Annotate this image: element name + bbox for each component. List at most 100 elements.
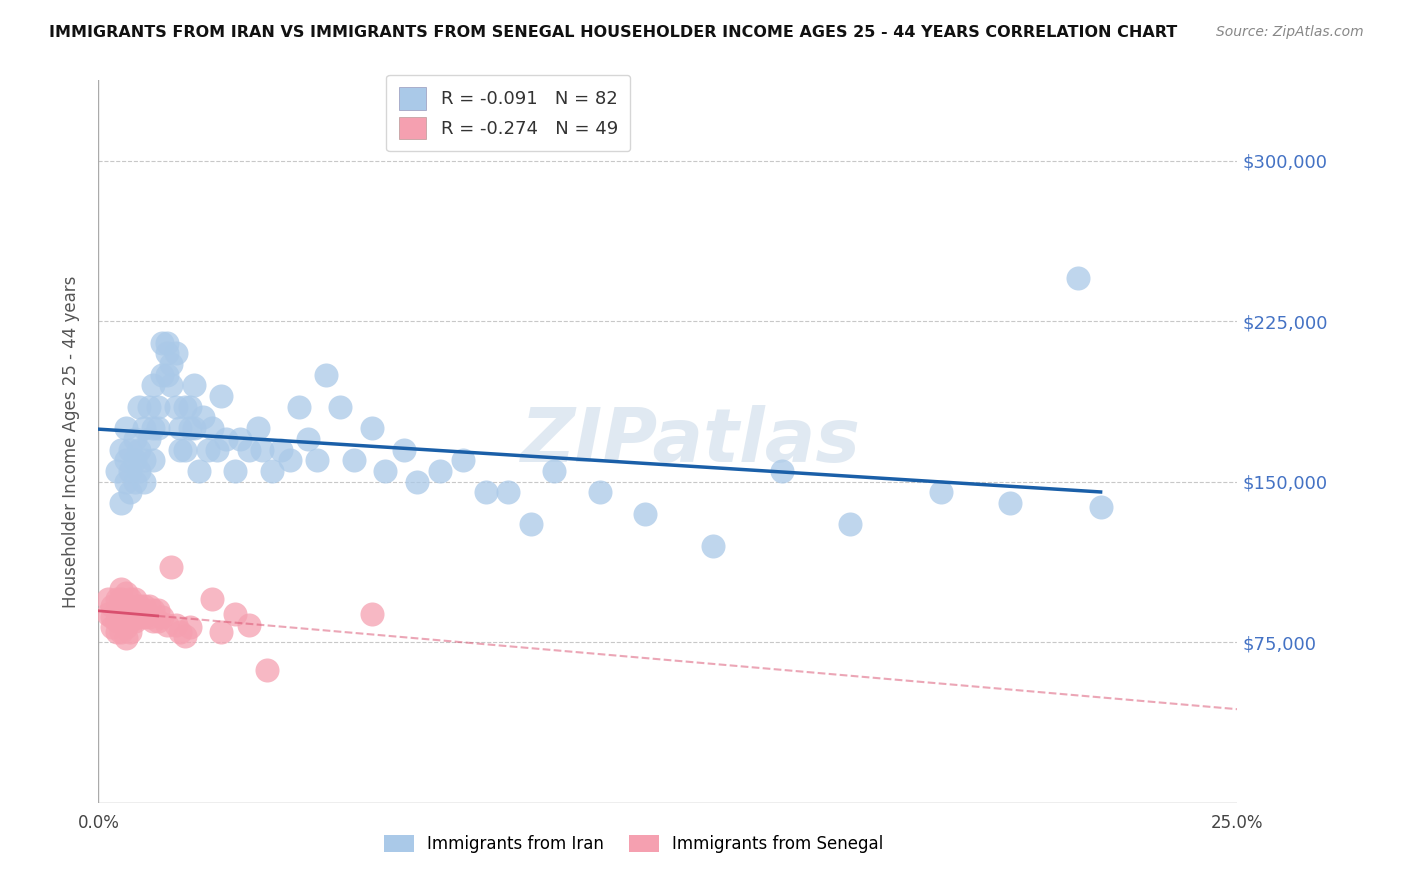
Point	[209, 624, 232, 639]
Point	[165, 618, 187, 632]
Point	[124, 592, 146, 607]
Point	[520, 517, 543, 532]
Point	[114, 597, 136, 611]
Point	[205, 442, 228, 457]
Point	[224, 464, 246, 478]
Point	[297, 432, 319, 446]
Point	[114, 631, 136, 645]
Point	[132, 609, 155, 624]
Point	[252, 442, 274, 457]
Point	[201, 592, 224, 607]
Point	[174, 442, 197, 457]
Point	[165, 346, 187, 360]
Point	[110, 582, 132, 596]
Point	[183, 421, 205, 435]
Point	[201, 421, 224, 435]
Point	[110, 614, 132, 628]
Point	[110, 624, 132, 639]
Point	[114, 620, 136, 634]
Point	[120, 624, 142, 639]
Point	[96, 592, 118, 607]
Point	[114, 475, 136, 489]
Point	[315, 368, 337, 382]
Point	[114, 453, 136, 467]
Legend: Immigrants from Iran, Immigrants from Senegal: Immigrants from Iran, Immigrants from Se…	[377, 828, 890, 860]
Point	[246, 421, 269, 435]
Point	[224, 607, 246, 622]
Point	[238, 442, 260, 457]
Point	[128, 464, 150, 478]
Point	[101, 599, 124, 613]
Point	[174, 400, 197, 414]
Point	[360, 421, 382, 435]
Point	[342, 453, 364, 467]
Point	[105, 592, 128, 607]
Point	[165, 400, 187, 414]
Point	[929, 485, 952, 500]
Point	[156, 368, 179, 382]
Point	[160, 357, 183, 371]
Point	[169, 624, 191, 639]
Point	[146, 614, 169, 628]
Point	[142, 378, 165, 392]
Point	[101, 620, 124, 634]
Point	[146, 400, 169, 414]
Point	[114, 421, 136, 435]
Point	[120, 614, 142, 628]
Point	[156, 346, 179, 360]
Point	[498, 485, 520, 500]
Point	[160, 560, 183, 574]
Point	[132, 475, 155, 489]
Point	[150, 335, 173, 350]
Point	[169, 442, 191, 457]
Point	[179, 620, 201, 634]
Point	[114, 607, 136, 622]
Point	[169, 421, 191, 435]
Point	[179, 421, 201, 435]
Point	[179, 400, 201, 414]
Point	[150, 609, 173, 624]
Point	[160, 378, 183, 392]
Point	[278, 453, 301, 467]
Point	[193, 410, 215, 425]
Point	[120, 464, 142, 478]
Point	[228, 432, 250, 446]
Point	[998, 496, 1021, 510]
Point	[101, 609, 124, 624]
Point	[209, 389, 232, 403]
Point	[128, 400, 150, 414]
Point	[256, 663, 278, 677]
Text: IMMIGRANTS FROM IRAN VS IMMIGRANTS FROM SENEGAL HOUSEHOLDER INCOME AGES 25 - 44 : IMMIGRANTS FROM IRAN VS IMMIGRANTS FROM …	[49, 25, 1177, 40]
Point	[156, 618, 179, 632]
Point	[128, 599, 150, 613]
Point	[174, 629, 197, 643]
Point	[146, 603, 169, 617]
Point	[110, 496, 132, 510]
Point	[124, 432, 146, 446]
Point	[156, 335, 179, 350]
Point	[142, 614, 165, 628]
Point	[105, 464, 128, 478]
Point	[1090, 500, 1112, 515]
Point	[307, 453, 329, 467]
Point	[702, 539, 724, 553]
Point	[138, 400, 160, 414]
Point	[138, 599, 160, 613]
Point	[120, 485, 142, 500]
Point	[120, 592, 142, 607]
Point	[105, 624, 128, 639]
Point	[124, 475, 146, 489]
Point	[142, 453, 165, 467]
Point	[197, 442, 219, 457]
Point	[451, 453, 474, 467]
Point	[105, 603, 128, 617]
Point	[215, 432, 238, 446]
Point	[110, 592, 132, 607]
Point	[770, 464, 793, 478]
Point	[474, 485, 496, 500]
Point	[146, 421, 169, 435]
Point	[138, 609, 160, 624]
Point	[132, 599, 155, 613]
Point	[114, 586, 136, 600]
Point	[142, 603, 165, 617]
